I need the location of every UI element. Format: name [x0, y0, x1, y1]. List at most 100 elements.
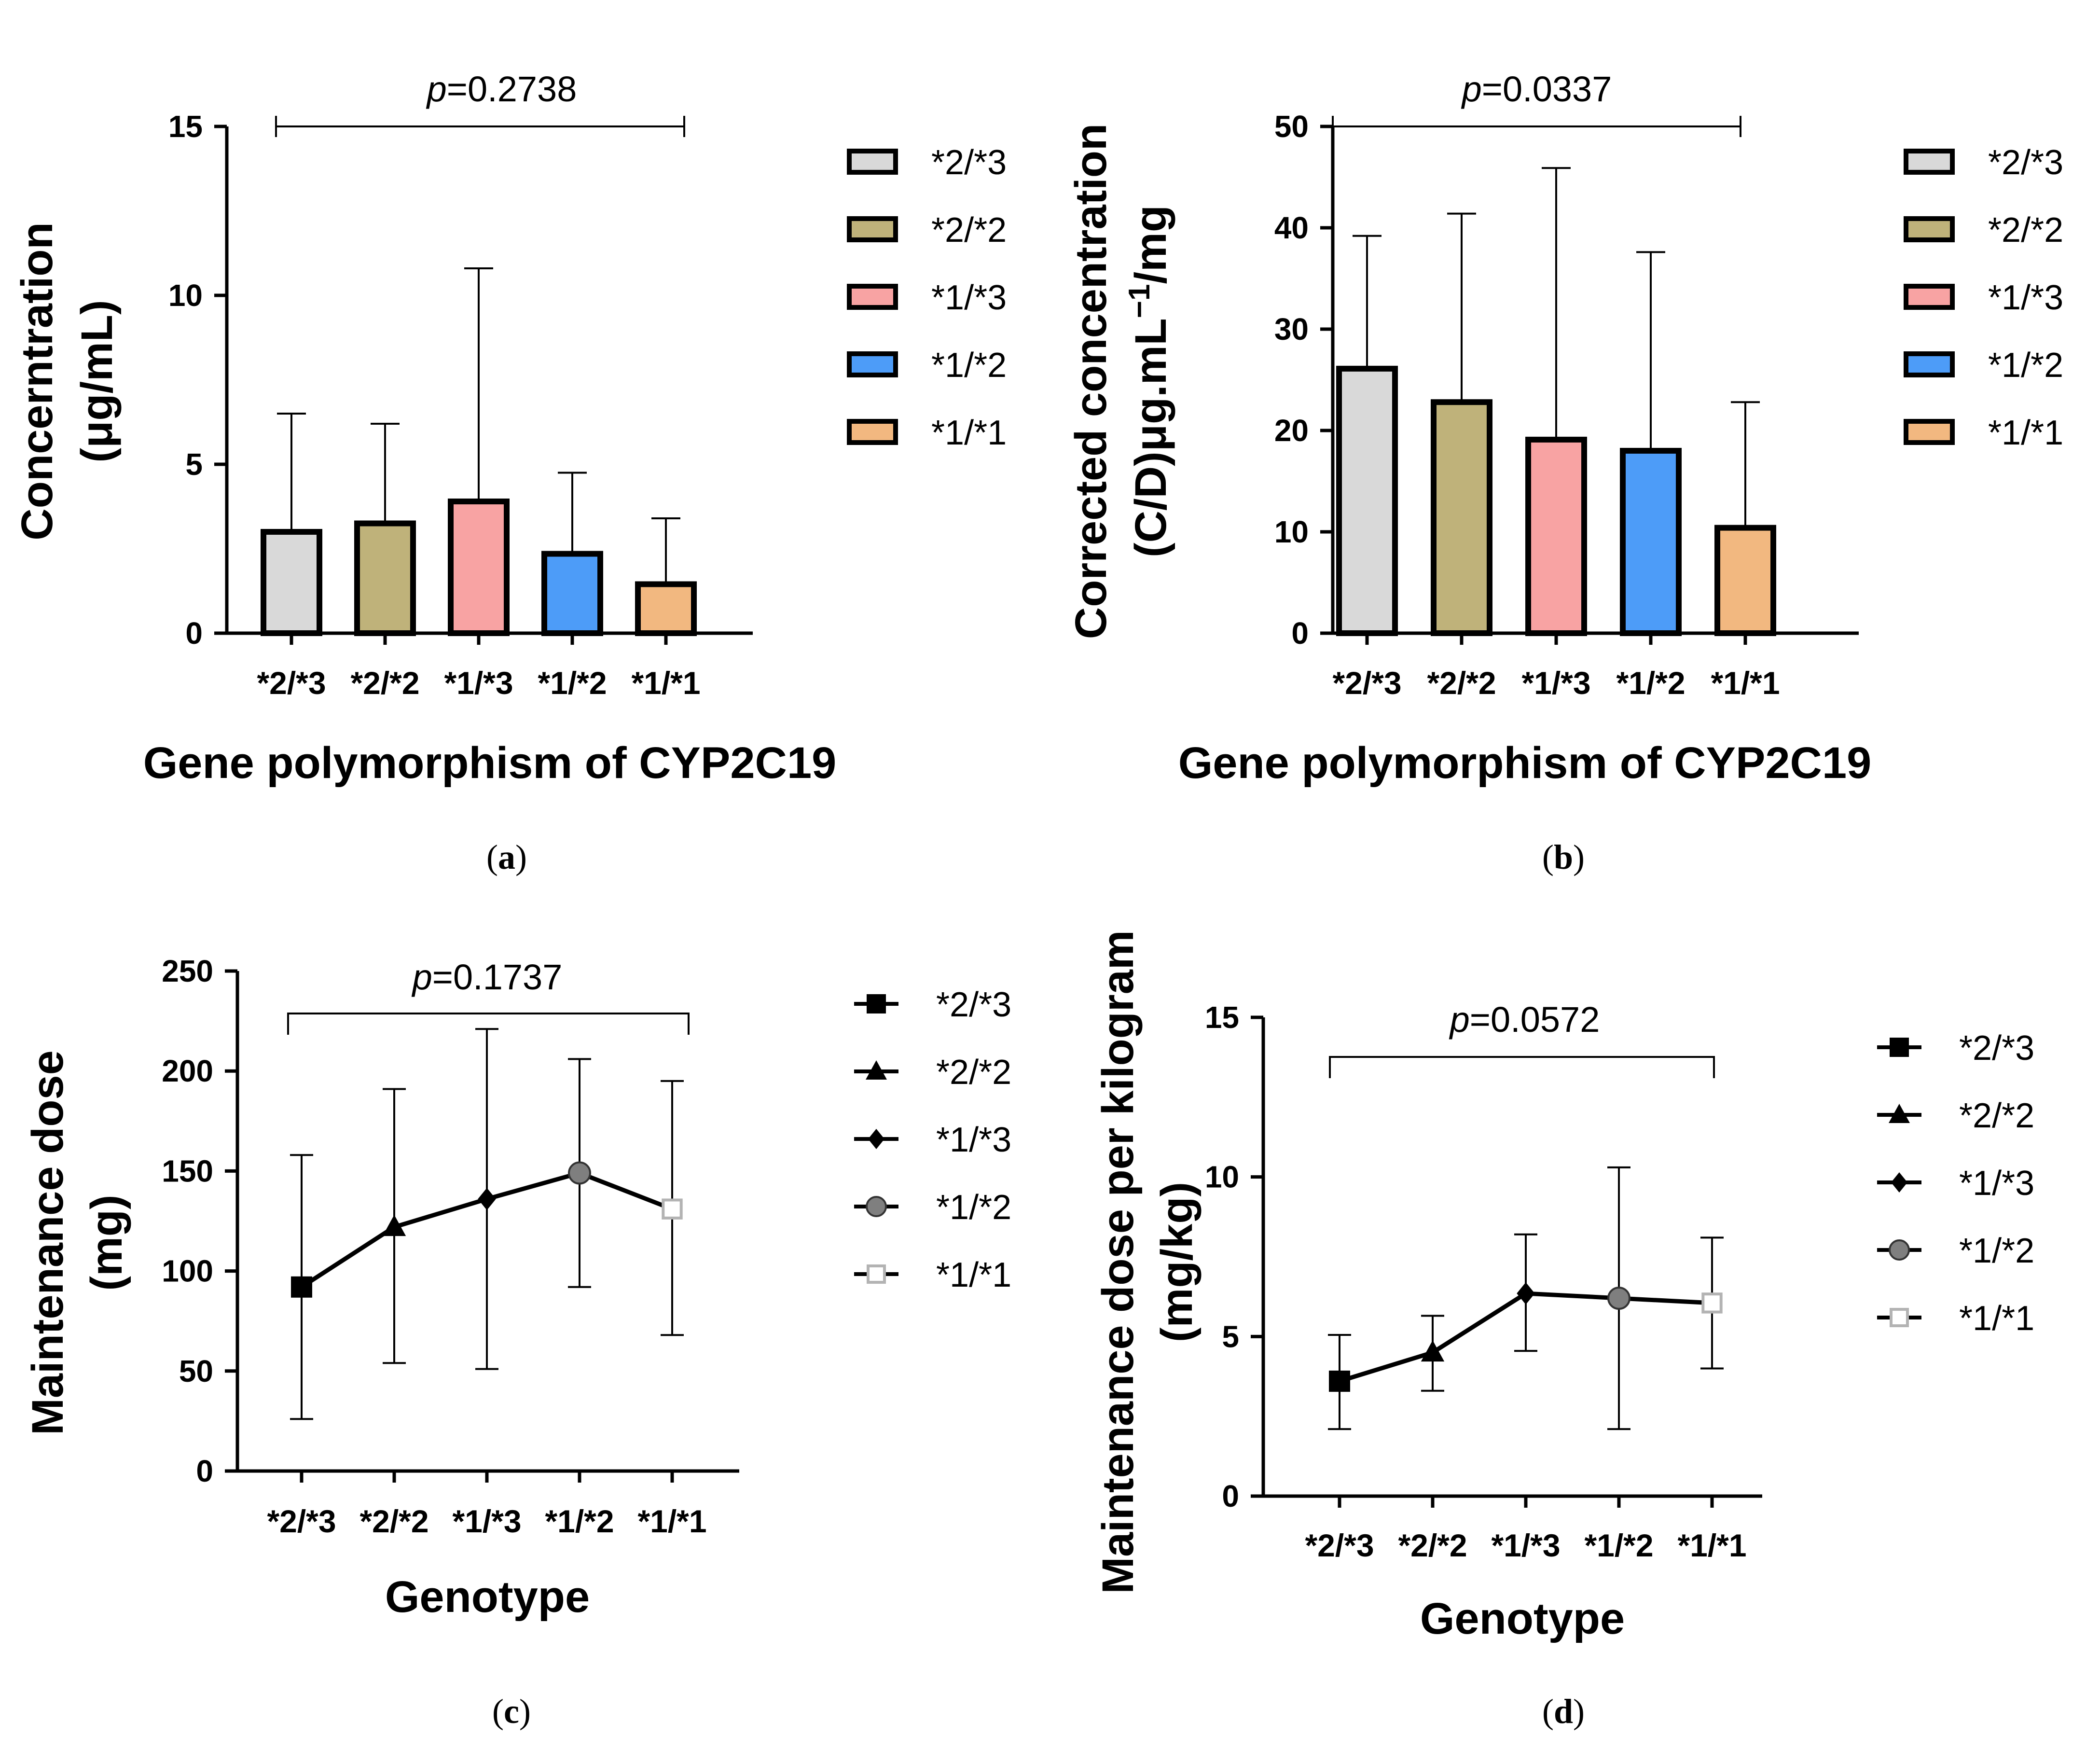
panel-label: (d) — [1542, 1692, 1585, 1731]
x-tick-label: *2/*3 — [1332, 665, 1401, 701]
x-tick-label: *1/*1 — [631, 665, 700, 701]
legend-label: *1/*3 — [936, 1121, 1011, 1159]
legend-label: *1/*1 — [931, 414, 1007, 452]
paren: ( — [492, 1692, 504, 1731]
p-value-label: p=0.0337 — [1461, 69, 1612, 109]
legend-marker — [867, 994, 886, 1013]
data-point — [1421, 1340, 1445, 1362]
data-point — [382, 1215, 406, 1236]
legend-marker — [1889, 1239, 1910, 1261]
panel-letter: b — [1554, 838, 1573, 876]
y-tick-label: 250 — [162, 954, 213, 988]
bar — [1525, 436, 1587, 637]
legend-marker — [867, 1264, 886, 1284]
p-value: =0.1737 — [432, 957, 563, 997]
legend-swatch — [847, 216, 898, 242]
legend-label: *1/*3 — [931, 278, 1007, 317]
p-value: =0.2738 — [447, 69, 577, 109]
legend-label: *1/*1 — [1988, 414, 2063, 452]
data-point — [568, 1161, 591, 1185]
legend-label: *1/*2 — [1959, 1232, 2034, 1270]
y-tick-label: 30 — [1274, 312, 1309, 347]
bar — [448, 499, 510, 636]
paren: ( — [1542, 1692, 1554, 1731]
y-axis-subtitle: (C/D)μg.mL−1/mg — [1123, 205, 1176, 557]
legend-label: *1/*1 — [1959, 1299, 2034, 1338]
legend-label: *2/*2 — [936, 1053, 1011, 1092]
x-tick-label: *1/*2 — [1584, 1527, 1653, 1563]
y-axis-subtitle: (μg/mL) — [72, 300, 122, 462]
y-tick-label: 10 — [1205, 1160, 1239, 1194]
legend-swatch — [1904, 284, 1955, 310]
legend-swatch — [847, 351, 898, 377]
unit-part: /mg — [1126, 205, 1175, 284]
legend-label: *1/*3 — [1988, 278, 2063, 317]
data-point — [1701, 1292, 1723, 1314]
legend-swatch — [1904, 419, 1955, 445]
unit-part: (C/D)μg.mL — [1126, 318, 1175, 557]
x-tick-label: *2/*2 — [1427, 665, 1496, 701]
legend-marker — [1890, 1308, 1909, 1327]
legend-swatch — [1904, 149, 1955, 175]
legend-marker — [1890, 1038, 1909, 1057]
y-tick-label: 200 — [162, 1054, 213, 1088]
data-point — [1329, 1370, 1350, 1392]
legend-swatch — [847, 149, 898, 175]
significance-bracket — [1329, 1056, 1715, 1078]
y-tick-label: 0 — [196, 1454, 213, 1488]
significance-bracket — [287, 1013, 690, 1035]
data-point — [662, 1198, 683, 1220]
legend-swatch — [1904, 351, 1955, 377]
x-axis-title: Gene polymorphism of CYP2C19 — [1178, 738, 1872, 788]
y-tick-label: 100 — [162, 1254, 213, 1289]
paren: ) — [1573, 838, 1585, 876]
legend-label: *2/*3 — [931, 143, 1007, 182]
legend-marker — [868, 1129, 884, 1149]
bar — [635, 581, 697, 636]
legend-marker — [866, 1196, 887, 1217]
x-tick-label: *1/*2 — [538, 665, 607, 701]
legend: *2/*3 *2/*2 *1/*3 *1/*2 *1/*1 — [1904, 143, 2063, 452]
paren: ( — [1542, 838, 1554, 876]
x-tick-label: *1/*3 — [452, 1503, 521, 1539]
bar — [541, 551, 603, 636]
y-tick-label: 0 — [1291, 616, 1309, 651]
legend-label: *1/*3 — [1959, 1164, 2034, 1203]
legend-swatch — [847, 419, 898, 445]
chart-panel-1: 0 5 10 15 *2/*3 *2/*2 *1/*3 *1/*2 *1/*1 p=0.2738 C… — [13, 69, 1007, 876]
y-tick-label: 10 — [168, 278, 203, 313]
legend-label: *1/*2 — [1988, 346, 2063, 385]
panel-label: (a) — [486, 838, 527, 876]
paren: ) — [515, 838, 527, 876]
y-tick-label: 0 — [185, 616, 203, 651]
panel-label: (c) — [492, 1692, 531, 1731]
data-point — [1517, 1282, 1535, 1305]
legend-label: *2/*3 — [1959, 1029, 2034, 1068]
bar — [354, 520, 416, 636]
bar — [1336, 365, 1398, 636]
legend-label: *2/*3 — [936, 986, 1011, 1024]
y-axis-title: Maintenance dose per kilogram — [1093, 930, 1143, 1594]
x-tick-label: *1/*2 — [545, 1503, 614, 1539]
x-tick-label: *2/*3 — [1305, 1527, 1374, 1563]
x-tick-label: *1/*3 — [444, 665, 513, 701]
p-value-label: p=0.2738 — [426, 69, 577, 109]
x-tick-label: *2/*3 — [267, 1503, 336, 1539]
y-axis-subtitle: (mg/kg) — [1152, 1182, 1202, 1342]
legend-swatch — [847, 284, 898, 310]
bar — [1620, 448, 1682, 636]
legend: *2/*3 *2/*2 *1/*3 *1/*2 *1/*1 — [847, 143, 1007, 452]
y-tick-label: 15 — [168, 109, 203, 144]
panel-letter: c — [504, 1692, 519, 1731]
x-axis-title: Genotype — [385, 1572, 590, 1622]
y-tick-label: 50 — [1274, 109, 1309, 144]
data-point — [1607, 1286, 1630, 1310]
legend-label: *2/*3 — [1988, 143, 2063, 182]
x-tick-label: *1/*1 — [637, 1503, 706, 1539]
bar — [1431, 399, 1492, 636]
legend-label: *2/*2 — [1988, 211, 2063, 250]
y-axis-title: Corrected concentration — [1066, 124, 1116, 639]
y-tick-label: 150 — [162, 1153, 213, 1188]
p-symbol: p — [1461, 69, 1482, 109]
y-axis-title: Concerntration — [13, 222, 62, 540]
